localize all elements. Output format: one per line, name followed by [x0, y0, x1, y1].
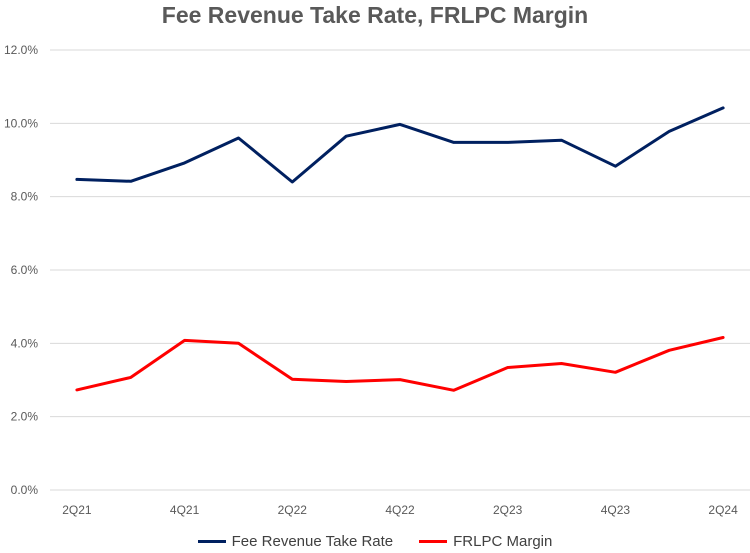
x-tick-label: 2Q23 [493, 503, 523, 517]
legend-item-fee-revenue: Fee Revenue Take Rate [197, 533, 394, 550]
legend-item-frlpc-margin: FRLPC Margin [419, 533, 552, 550]
x-tick-label: 4Q23 [601, 503, 631, 517]
chart-title: Fee Revenue Take Rate, FRLPC Margin [161, 2, 589, 28]
y-tick-label: 8.0% [11, 190, 39, 204]
legend: Fee Revenue Take Rate FRLPC Margin [0, 533, 750, 550]
x-tick-label: 2Q21 [62, 503, 92, 517]
legend-swatch-fee-revenue [197, 540, 226, 543]
series-line-frlpc-margin [75, 336, 725, 392]
legend-swatch-frlpc-margin [419, 540, 448, 543]
x-tick-label: 2Q22 [278, 503, 308, 517]
y-tick-label: 10.0% [4, 116, 38, 130]
x-axis-tick-labels: 2Q21 4Q21 2Q22 4Q22 2Q23 4Q23 2Q24 [62, 503, 738, 517]
y-tick-label: 12.0% [4, 43, 38, 57]
gridlines [50, 49, 750, 491]
y-tick-label: 4.0% [11, 336, 39, 350]
y-axis-tick-labels: 0.0% 2.0% 4.0% 6.0% 8.0% 10.0% 12.0% [4, 43, 38, 497]
series-lines [75, 106, 725, 392]
y-tick-label: 0.0% [11, 483, 39, 497]
legend-label-frlpc-margin: FRLPC Margin [453, 533, 553, 550]
y-tick-label: 6.0% [11, 263, 39, 277]
x-tick-label: 2Q24 [708, 503, 738, 517]
x-tick-label: 4Q22 [385, 503, 415, 517]
y-tick-label: 2.0% [11, 410, 39, 424]
series-line-fee-revenue-take-rate [75, 106, 725, 184]
x-tick-label: 4Q21 [170, 503, 200, 517]
legend-label-fee-revenue: Fee Revenue Take Rate [231, 533, 394, 550]
